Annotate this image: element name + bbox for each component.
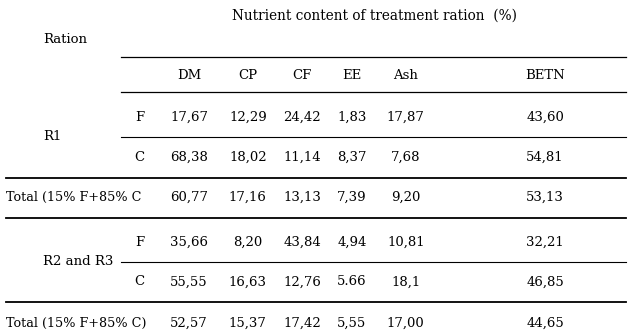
Text: 12,76: 12,76 xyxy=(283,276,321,288)
Text: Total (15% F+85% C): Total (15% F+85% C) xyxy=(6,316,147,330)
Text: 68,38: 68,38 xyxy=(170,150,208,164)
Text: 54,81: 54,81 xyxy=(526,150,564,164)
Text: 11,14: 11,14 xyxy=(284,150,321,164)
Text: C: C xyxy=(135,276,145,288)
Text: 15,37: 15,37 xyxy=(229,316,267,330)
Text: 18,1: 18,1 xyxy=(391,276,420,288)
Text: 17,00: 17,00 xyxy=(387,316,425,330)
Text: 8,37: 8,37 xyxy=(337,150,367,164)
Text: EE: EE xyxy=(343,69,362,82)
Text: F: F xyxy=(135,111,144,124)
Text: 24,42: 24,42 xyxy=(284,111,321,124)
Text: 44,65: 44,65 xyxy=(526,316,564,330)
Text: 17,42: 17,42 xyxy=(284,316,321,330)
Text: 55,55: 55,55 xyxy=(170,276,208,288)
Text: C: C xyxy=(135,150,145,164)
Text: 8,20: 8,20 xyxy=(233,236,262,248)
Text: 46,85: 46,85 xyxy=(526,276,564,288)
Text: 43,84: 43,84 xyxy=(284,236,321,248)
Text: 9,20: 9,20 xyxy=(391,190,420,204)
Text: CF: CF xyxy=(293,69,312,82)
Text: BETN: BETN xyxy=(525,69,565,82)
Text: 32,21: 32,21 xyxy=(526,236,564,248)
Text: CP: CP xyxy=(238,69,257,82)
Text: 5,55: 5,55 xyxy=(337,316,367,330)
Text: 16,63: 16,63 xyxy=(229,276,267,288)
Text: 60,77: 60,77 xyxy=(170,190,208,204)
Text: 1,83: 1,83 xyxy=(337,111,367,124)
Text: 43,60: 43,60 xyxy=(526,111,564,124)
Text: 53,13: 53,13 xyxy=(526,190,564,204)
Text: 17,67: 17,67 xyxy=(170,111,208,124)
Text: 52,57: 52,57 xyxy=(170,316,208,330)
Text: 17,87: 17,87 xyxy=(387,111,425,124)
Text: 5.66: 5.66 xyxy=(337,276,367,288)
Text: Total (15% F+85% C: Total (15% F+85% C xyxy=(6,190,142,204)
Text: 12,29: 12,29 xyxy=(229,111,267,124)
Text: Nutrient content of treatment ration  (%): Nutrient content of treatment ration (%) xyxy=(233,8,518,22)
Text: 17,16: 17,16 xyxy=(229,190,267,204)
Text: 7,39: 7,39 xyxy=(337,190,367,204)
Text: DM: DM xyxy=(177,69,201,82)
Text: R2 and R3: R2 and R3 xyxy=(44,255,114,268)
Text: Ration: Ration xyxy=(44,33,87,46)
Text: 18,02: 18,02 xyxy=(229,150,267,164)
Text: F: F xyxy=(135,236,144,248)
Text: Ash: Ash xyxy=(393,69,418,82)
Text: 4,94: 4,94 xyxy=(337,236,367,248)
Text: 13,13: 13,13 xyxy=(283,190,321,204)
Text: 7,68: 7,68 xyxy=(391,150,420,164)
Text: R1: R1 xyxy=(44,130,62,144)
Text: 10,81: 10,81 xyxy=(387,236,425,248)
Text: 35,66: 35,66 xyxy=(170,236,208,248)
